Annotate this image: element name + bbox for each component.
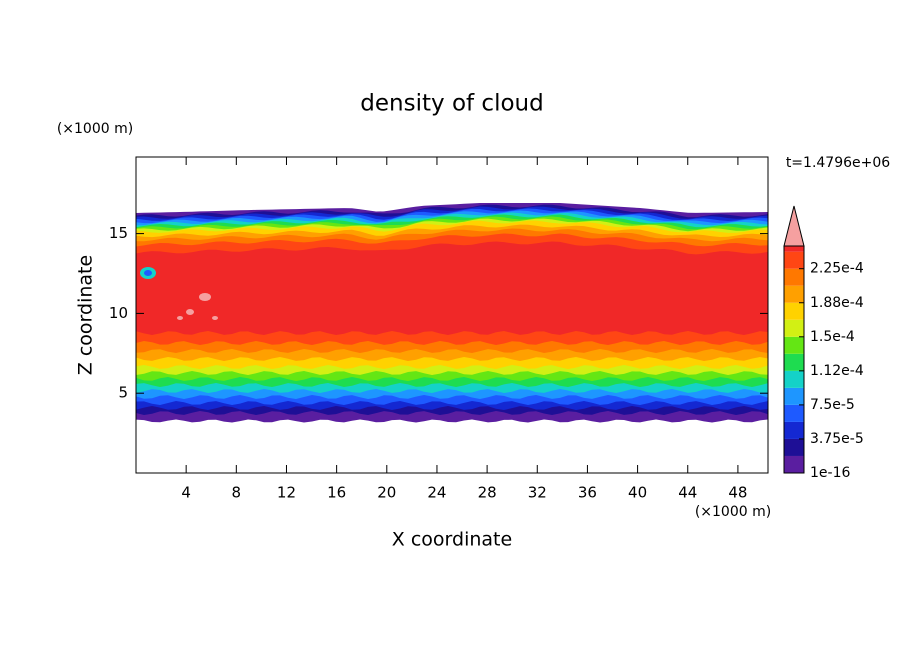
colorbar-tick-label: 1e-16 xyxy=(810,465,850,481)
x-tick-label: 20 xyxy=(377,484,396,502)
x-tick-label: 44 xyxy=(678,484,697,502)
colorbar-band xyxy=(784,268,804,286)
colorbar-tick-label: 1.5e-4 xyxy=(810,329,855,345)
colorbar-tick-label: 7.5e-5 xyxy=(810,397,855,413)
x-tick-label: 36 xyxy=(578,484,597,502)
x-tick-label: 24 xyxy=(427,484,446,502)
contour-spot xyxy=(199,293,211,301)
y-tick-label: 15 xyxy=(109,224,128,242)
x-tick-label: 28 xyxy=(478,484,497,502)
colorbar-band xyxy=(784,404,804,422)
colorbar-frame xyxy=(783,245,805,474)
colorbar-tick-label: 1.88e-4 xyxy=(810,295,864,311)
colorbar-tick-label: 2.25e-4 xyxy=(810,261,864,277)
x-tick-label: 32 xyxy=(528,484,547,502)
colorbar-band xyxy=(784,438,804,456)
colorbar-band xyxy=(784,455,804,473)
colorbar-band xyxy=(784,251,804,269)
x-tick-label: 40 xyxy=(628,484,647,502)
contour-spot xyxy=(144,270,152,276)
contour-spot xyxy=(177,316,183,320)
x-tick-label: 8 xyxy=(232,484,242,502)
plot-frame xyxy=(135,156,769,474)
colorbar-band xyxy=(784,387,804,405)
y-tick-label: 5 xyxy=(118,384,128,402)
contour-field xyxy=(136,203,768,423)
colorbar-tick-label: 3.75e-5 xyxy=(810,431,864,447)
y-tick-label: 10 xyxy=(109,304,128,322)
colorbar-band xyxy=(784,302,804,320)
colorbar-band xyxy=(784,353,804,371)
x-axis-label: X coordinate xyxy=(392,529,512,551)
contour-spot xyxy=(186,309,194,315)
y-axis-label: Z coordinate xyxy=(75,255,97,375)
y-unit: (×1000 m) xyxy=(57,121,133,137)
x-tick-label: 48 xyxy=(728,484,747,502)
time-label: t=1.4796e+06 xyxy=(786,155,890,171)
x-tick-label: 16 xyxy=(327,484,346,502)
x-tick-label: 12 xyxy=(277,484,296,502)
colorbar-band xyxy=(784,319,804,337)
colorbar-band xyxy=(784,285,804,303)
colorbar-band xyxy=(784,421,804,439)
colorbar-band xyxy=(784,336,804,354)
colorbar-tick-label: 1.12e-4 xyxy=(810,363,864,379)
chart-title: density of cloud xyxy=(360,91,543,117)
x-tick-label: 4 xyxy=(181,484,191,502)
x-unit: (×1000 m) xyxy=(695,504,771,520)
colorbar-extend xyxy=(783,205,805,247)
contour-spot xyxy=(212,316,218,320)
colorbar-band xyxy=(784,370,804,388)
colorbar-band xyxy=(784,246,804,252)
contour-band xyxy=(136,241,768,335)
